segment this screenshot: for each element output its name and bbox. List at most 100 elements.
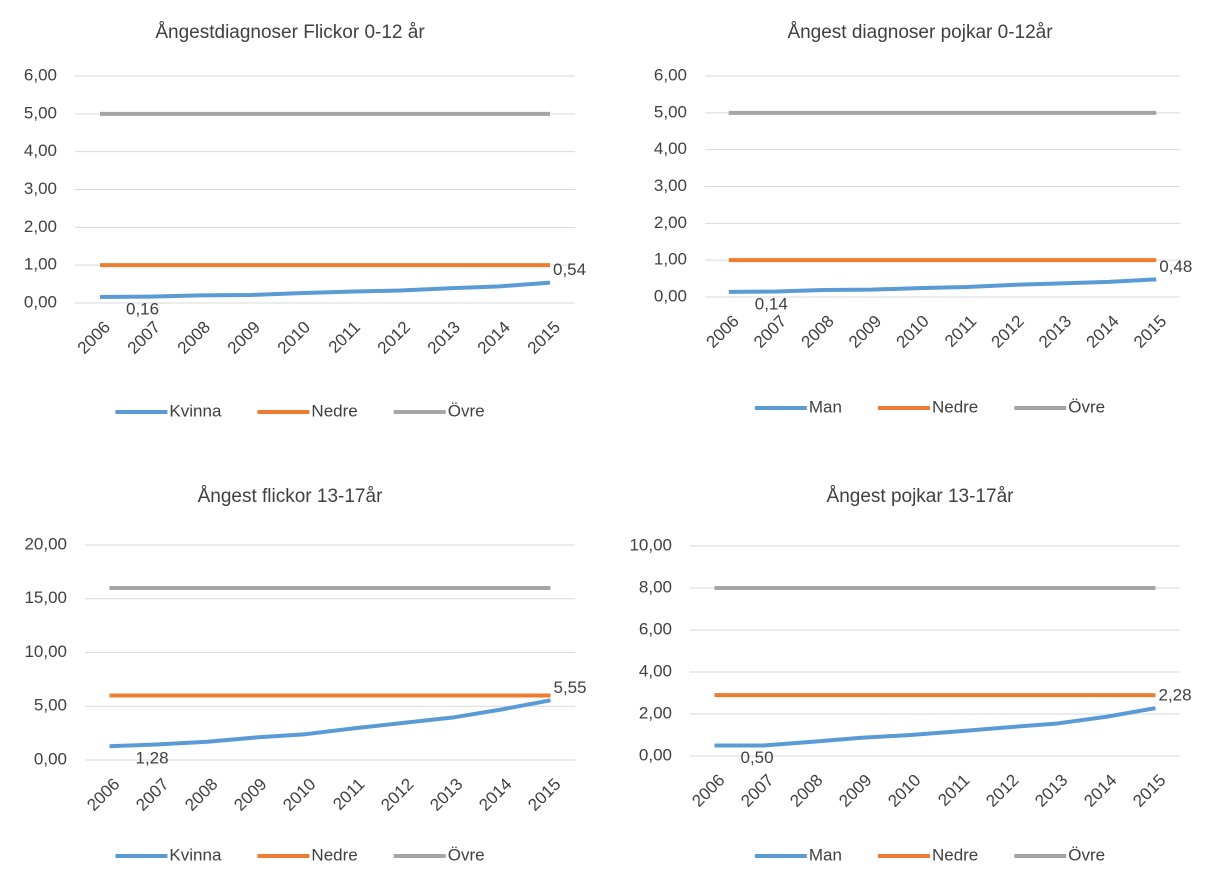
x-tick-label: 2008 bbox=[181, 775, 221, 815]
x-tick-label: 2015 bbox=[1130, 312, 1170, 352]
chart-title: Ångest diagnoser pojkar 0-12år bbox=[787, 22, 1053, 43]
series-line bbox=[109, 698, 551, 749]
data-label: 0,16 bbox=[126, 299, 159, 318]
x-tick-label: 2010 bbox=[279, 775, 319, 815]
x-tick-label: 2009 bbox=[224, 318, 264, 358]
legend-label: Nedre bbox=[311, 401, 357, 420]
data-label: 1,28 bbox=[136, 749, 169, 768]
x-tick-label: 2007 bbox=[132, 775, 172, 815]
y-tick-label: 15,00 bbox=[24, 588, 67, 607]
y-tick-label: 5,00 bbox=[34, 696, 67, 715]
x-tick-label: 2010 bbox=[884, 771, 924, 811]
x-tick-label: 2010 bbox=[274, 318, 314, 358]
y-tick-label: 1,00 bbox=[654, 250, 687, 269]
x-tick-label: 2013 bbox=[1031, 771, 1071, 811]
y-tick-label: 2,00 bbox=[654, 213, 687, 232]
x-tick-label: 2012 bbox=[377, 775, 417, 815]
x-tick-label: 2012 bbox=[988, 312, 1028, 352]
y-tick-label: 4,00 bbox=[654, 139, 687, 158]
x-tick-label: 2013 bbox=[426, 775, 466, 815]
legend: Man Nedre Övre bbox=[754, 845, 1105, 864]
legend: Kvinna Nedre Övre bbox=[115, 845, 485, 864]
chart-panel: Ångest diagnoser pojkar 0-12år 0,00 1,00 2,… bbox=[654, 22, 1192, 416]
x-tick-label: 2008 bbox=[798, 312, 838, 352]
chart-panel: Ångestdiagnoser Flickor 0-12 år 0,00 1,00 2… bbox=[24, 22, 586, 420]
x-tick-label: 2013 bbox=[424, 318, 464, 358]
x-tick-label: 2014 bbox=[475, 775, 515, 815]
data-label: 0,50 bbox=[741, 748, 774, 767]
x-tick-label: 2015 bbox=[1129, 771, 1169, 811]
y-tick-label: 0,00 bbox=[24, 292, 57, 311]
y-tick-label: 20,00 bbox=[24, 534, 67, 553]
legend: Man Nedre Övre bbox=[754, 397, 1105, 416]
y-tick-label: 10,00 bbox=[629, 535, 672, 554]
data-label: 5,55 bbox=[554, 678, 587, 697]
y-tick-label: 3,00 bbox=[654, 176, 687, 195]
y-tick-label: 5,00 bbox=[654, 102, 687, 121]
x-tick-label: 2007 bbox=[124, 318, 164, 358]
series-line bbox=[99, 280, 551, 299]
legend-label: Kvinna bbox=[169, 845, 222, 864]
x-tick-label: 2007 bbox=[750, 312, 790, 352]
data-label: 0,48 bbox=[1159, 257, 1192, 276]
legend-label: Nedre bbox=[932, 845, 978, 864]
x-tick-label: 2014 bbox=[1080, 771, 1120, 811]
x-tick-label: 2006 bbox=[83, 775, 123, 815]
y-tick-label: 1,00 bbox=[24, 255, 57, 274]
legend-label: Övre bbox=[448, 401, 485, 420]
y-tick-label: 3,00 bbox=[24, 179, 57, 198]
y-tick-label: 6,00 bbox=[24, 65, 57, 84]
series-line bbox=[728, 277, 1157, 294]
x-tick-label: 2015 bbox=[524, 775, 564, 815]
x-tick-label: 2009 bbox=[845, 312, 885, 352]
x-tick-label: 2006 bbox=[703, 312, 743, 352]
x-tick-label: 2014 bbox=[474, 318, 514, 358]
x-tick-label: 2009 bbox=[835, 771, 875, 811]
x-tick-label: 2010 bbox=[893, 312, 933, 352]
x-tick-label: 2009 bbox=[230, 775, 270, 815]
y-tick-label: 0,00 bbox=[654, 286, 687, 305]
x-tick-label: 2011 bbox=[329, 775, 368, 814]
x-tick-label: 2012 bbox=[374, 318, 414, 358]
y-tick-label: 6,00 bbox=[639, 619, 672, 638]
legend: Kvinna Nedre Övre bbox=[115, 401, 485, 420]
legend-label: Kvinna bbox=[169, 401, 222, 420]
y-tick-label: 10,00 bbox=[24, 642, 67, 661]
x-tick-label: 2011 bbox=[941, 312, 980, 351]
x-tick-label: 2007 bbox=[737, 771, 777, 811]
chart-title: Ångestdiagnoser Flickor 0-12 år bbox=[155, 22, 425, 43]
y-tick-label: 4,00 bbox=[639, 661, 672, 680]
legend-label: Man bbox=[809, 397, 842, 416]
chart-panel: Ångest flickor 13-17år 0,00 5,00 10,00 15,00… bbox=[24, 486, 586, 864]
y-tick-label: 4,00 bbox=[24, 141, 57, 160]
legend-label: Nedre bbox=[932, 397, 978, 416]
chart-title: Ångest pojkar 13-17år bbox=[827, 486, 1015, 507]
legend-label: Övre bbox=[1068, 845, 1105, 864]
legend-label: Man bbox=[809, 845, 842, 864]
chart-panel: Ångest pojkar 13-17år 0,00 2,00 4,00 6,00 8,0… bbox=[629, 486, 1191, 864]
x-tick-label: 2006 bbox=[74, 318, 114, 358]
y-tick-label: 0,00 bbox=[34, 749, 67, 768]
x-tick-label: 2011 bbox=[934, 771, 973, 810]
y-tick-label: 2,00 bbox=[639, 703, 672, 722]
y-tick-label: 2,00 bbox=[24, 217, 57, 236]
y-tick-label: 0,00 bbox=[639, 745, 672, 764]
x-tick-label: 2008 bbox=[174, 318, 214, 358]
y-tick-label: 5,00 bbox=[24, 103, 57, 122]
data-label: 0,14 bbox=[755, 294, 788, 313]
x-tick-label: 2006 bbox=[688, 771, 728, 811]
x-tick-label: 2008 bbox=[786, 771, 826, 811]
chart-title: Ångest flickor 13-17år bbox=[198, 486, 383, 507]
legend-label: Övre bbox=[1068, 397, 1105, 416]
series-line bbox=[714, 706, 1156, 748]
y-tick-label: 8,00 bbox=[639, 577, 672, 596]
legend-label: Övre bbox=[448, 845, 485, 864]
x-tick-label: 2014 bbox=[1083, 312, 1123, 352]
data-label: 2,28 bbox=[1159, 686, 1192, 705]
x-tick-label: 2013 bbox=[1035, 312, 1075, 352]
x-tick-label: 2015 bbox=[524, 318, 564, 358]
legend-label: Nedre bbox=[311, 845, 357, 864]
x-tick-label: 2012 bbox=[982, 771, 1022, 811]
y-tick-label: 6,00 bbox=[654, 65, 687, 84]
